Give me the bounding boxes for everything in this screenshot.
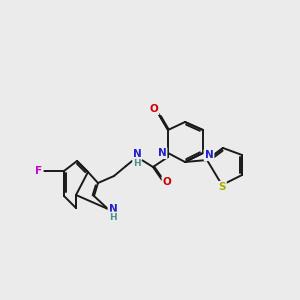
Text: H: H [109, 212, 117, 221]
Text: S: S [218, 182, 226, 192]
Text: N: N [158, 148, 166, 158]
Text: H: H [133, 158, 141, 167]
Text: O: O [163, 177, 171, 187]
Text: N: N [205, 150, 213, 160]
Text: N: N [109, 204, 117, 214]
Text: O: O [150, 104, 158, 114]
Text: F: F [35, 166, 43, 176]
Text: N: N [133, 149, 141, 159]
